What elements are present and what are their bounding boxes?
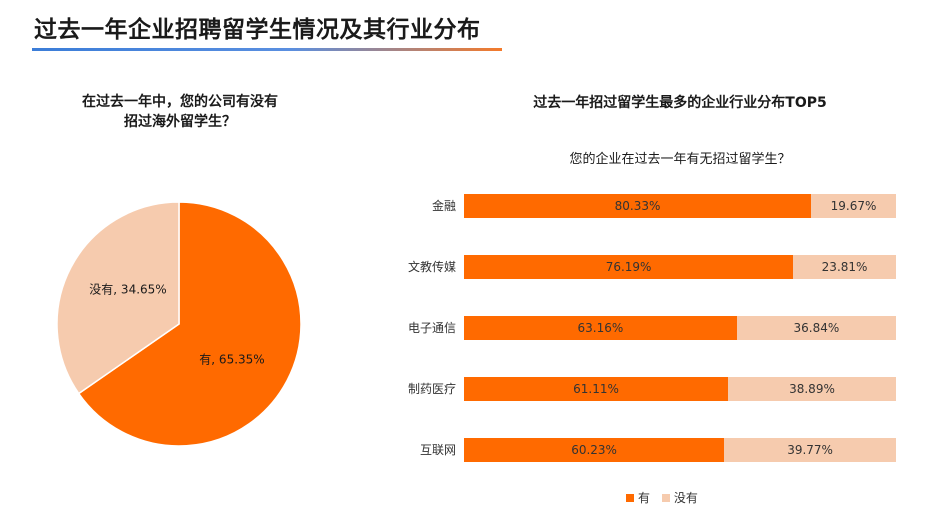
bar-track: 76.19% 23.81%	[464, 255, 896, 279]
bar-chart-legend: 有 没有	[626, 489, 706, 506]
title-underline	[32, 48, 502, 51]
category-label: 金融	[431, 199, 456, 213]
legend-label-yes: 有	[638, 491, 651, 505]
bar-row: 金融 80.33% 19.67%	[380, 194, 900, 218]
bar-track: 80.33% 19.67%	[464, 194, 896, 218]
bar-row: 电子通信 63.16% 36.84%	[380, 316, 900, 340]
bar-row: 制药医疗 61.11% 38.89%	[380, 377, 900, 401]
legend-item-yes: 有	[626, 489, 650, 506]
pie-chart-title: 在过去一年中，您的公司有没有 招过海外留学生？	[40, 92, 320, 132]
category-label: 文教传媒	[407, 260, 456, 274]
bar-segment-yes: 63.16%	[464, 316, 737, 340]
legend-swatch-no	[661, 493, 670, 502]
page-title: 过去一年企业招聘留学生情况及其行业分布	[34, 17, 481, 43]
category-label: 互联网	[419, 443, 456, 457]
bar-track: 63.16% 36.84%	[464, 316, 896, 340]
category-label: 电子通信	[407, 321, 456, 335]
bar-segment-yes: 80.33%	[464, 194, 812, 218]
bar-segment-no: 19.67%	[811, 194, 896, 218]
bar-chart-subtitle: 您的企业在过去一年有无招过留学生？	[569, 152, 791, 167]
category-label: 制药医疗	[407, 382, 456, 396]
pie-slice-no	[56, 201, 180, 395]
bar-segment-no: 38.89%	[727, 377, 896, 401]
bar-row: 互联网 60.23% 39.77%	[380, 438, 900, 462]
pie-slice-label-yes: 有, 65.35%	[199, 352, 265, 367]
pie-chart-title-line-1: 在过去一年中，您的公司有没有	[82, 94, 278, 110]
legend-label-no: 没有	[673, 491, 698, 505]
bar-segment-yes: 60.23%	[464, 438, 725, 462]
bar-chart-title: 过去一年招过留学生最多的企业行业分布TOP5	[533, 95, 827, 111]
bar-track: 60.23% 39.77%	[464, 438, 896, 462]
bar-segment-yes: 76.19%	[464, 255, 794, 279]
bar-segment-no: 36.84%	[736, 316, 896, 340]
bar-segment-no: 39.77%	[724, 438, 896, 462]
bar-segment-no: 23.81%	[793, 255, 896, 279]
bar-track: 61.11% 38.89%	[464, 377, 896, 401]
pie-slice-label-no: 没有, 34.65%	[89, 282, 167, 297]
bar-row: 文教传媒 76.19% 23.81%	[380, 255, 900, 279]
legend-swatch-yes	[626, 493, 634, 502]
pie-slice-yes	[77, 201, 302, 447]
bar-segment-yes: 61.11%	[464, 377, 728, 401]
legend-item-no: 没有	[661, 489, 698, 506]
pie-chart-title-line-2: 招过海外留学生？	[124, 114, 236, 130]
